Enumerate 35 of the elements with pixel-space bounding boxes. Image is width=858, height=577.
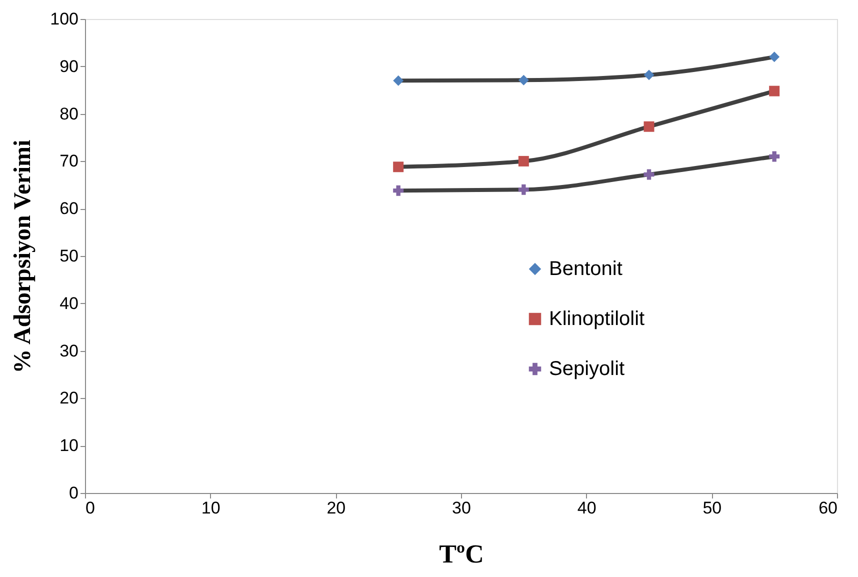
legend-label: Sepiyolit [549,358,626,380]
x-tick-label: 40 [577,498,596,518]
x-tick-label: 60 [818,498,838,518]
point [518,184,529,195]
point [393,185,404,196]
point [769,52,780,62]
y-tick-label: 70 [60,152,78,171]
y-tick-label: 10 [60,436,78,456]
point [393,162,404,172]
point [644,169,654,180]
legend-label: Klinoptilolit [549,308,646,330]
y-axis-title: % Adsorpsiyon Verimi [10,139,36,374]
y-tick-label: 90 [60,56,78,76]
point [644,121,654,132]
point [518,156,529,166]
y-tick-label: 50 [60,246,78,266]
legend-label: Bentonit [549,258,623,280]
y-tick-label: 0 [69,484,78,502]
x-tick-label: 10 [201,498,220,518]
point [644,70,654,80]
point [769,151,780,162]
y-tick-label: 60 [60,199,78,218]
point [393,75,404,86]
x-axis-title: TºC [439,540,484,568]
y-tick-label: 40 [60,294,78,313]
x-tick-label: 0 [86,498,95,518]
x-tick-label: 20 [326,498,346,518]
y-tick-label: 30 [60,341,78,360]
point [769,86,780,96]
y-tick-label: 80 [60,104,78,124]
x-tick-label: 30 [452,498,471,518]
point [518,74,529,86]
y-tick-label: 20 [60,388,78,408]
y-tick-label: 100 [50,10,78,28]
x-tick-label: 50 [702,498,722,518]
